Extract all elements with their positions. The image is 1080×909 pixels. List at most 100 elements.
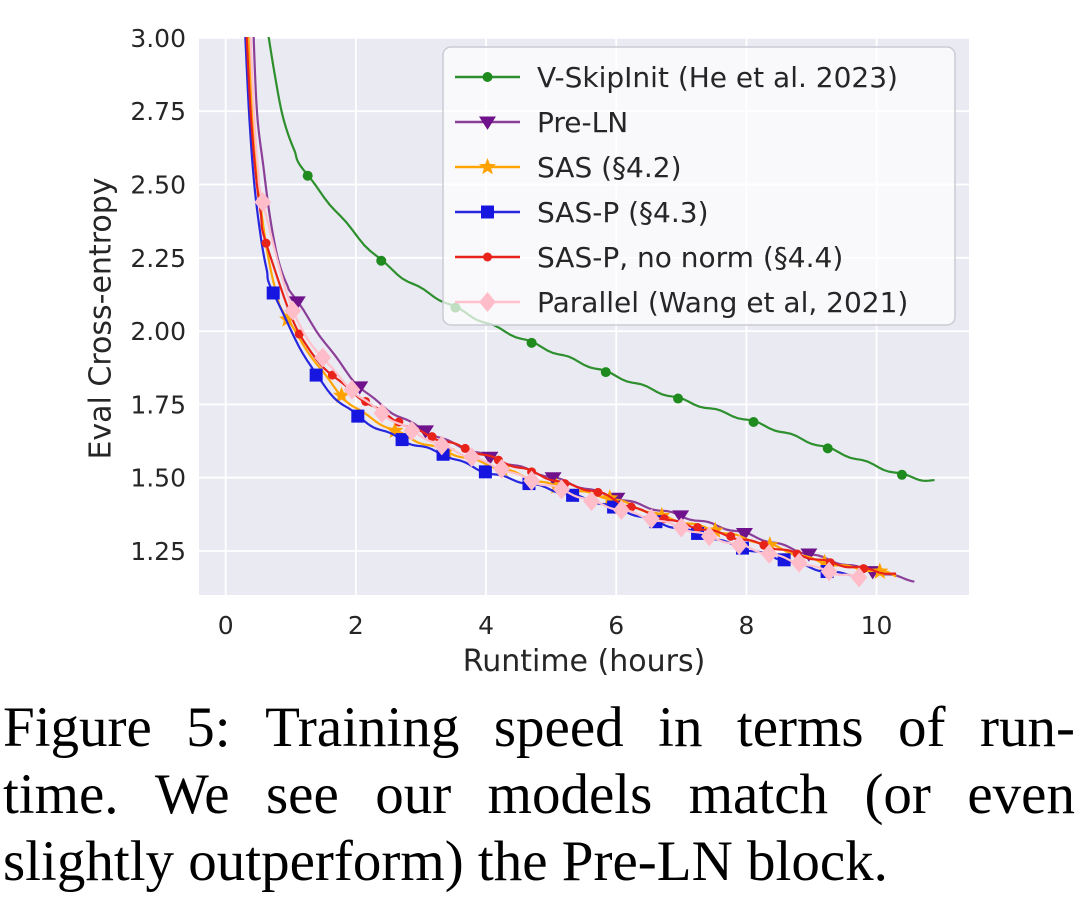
star-marker-icon: [332, 386, 351, 403]
caption-word: run-: [979, 696, 1075, 759]
triangle-down-marker-icon: [800, 548, 818, 562]
star-marker-icon: [653, 506, 671, 524]
caption-word: speed: [493, 696, 624, 759]
triangle-down-marker-icon: [288, 296, 306, 310]
circle-marker-icon: [482, 72, 493, 82]
circle-marker-icon: [726, 531, 736, 541]
diamond-marker-icon: [730, 535, 748, 556]
caption-word: even: [967, 763, 1075, 826]
diamond-marker-icon: [314, 347, 332, 368]
legend-label: SAS (§4.2): [537, 151, 682, 184]
circle-marker-icon: [302, 170, 313, 181]
x-tick-label: 10: [861, 611, 893, 640]
circle-marker-icon: [483, 252, 492, 262]
x-axis-label: Runtime (hours): [462, 644, 706, 679]
diamond-marker-icon: [479, 292, 496, 312]
chart-area: 0 2 4 6 8 10 1.25 1.50 1.75 2.00 2.25 2.50 2.75 3.00 V…: [83, 24, 969, 679]
diamond-marker-icon: [284, 300, 302, 321]
legend-label: Pre-LN: [537, 106, 628, 139]
legend-label: Parallel (Wang et al, 2021): [537, 286, 908, 319]
star-marker-icon: [278, 310, 297, 327]
diamond-marker-icon: [643, 508, 660, 529]
diamond-marker-icon: [760, 543, 778, 564]
caption-word: (or: [864, 763, 931, 826]
star-marker-icon: [871, 562, 889, 579]
diamond-marker-icon: [553, 479, 570, 500]
caption-word: models: [487, 763, 653, 826]
y-tick-label: 1.75: [130, 390, 186, 419]
triangle-down-marker-icon: [544, 472, 562, 486]
legend-label: SAS-P, no norm (§4.4): [537, 241, 843, 274]
series-markers-5: [254, 192, 868, 588]
y-tick-label: 2.50: [130, 170, 186, 199]
legend-item-0: V-SkipInit (He et al. 2023): [455, 61, 898, 94]
caption-word: match: [688, 763, 828, 826]
diamond-marker-icon: [373, 403, 391, 424]
circle-marker-icon: [693, 523, 703, 533]
caption-word: time.: [3, 763, 119, 826]
x-tick-label: 4: [478, 611, 494, 640]
diamond-marker-icon: [254, 192, 272, 213]
circle-marker-icon: [673, 393, 684, 404]
diamond-marker-icon: [583, 491, 600, 512]
triangle-down-marker-icon: [417, 425, 435, 439]
legend-item-2: SAS (§4.2): [455, 151, 682, 184]
caption-line-3: slightly outperform) the Pre-LN block.: [3, 830, 888, 893]
x-tick-label: 6: [608, 611, 624, 640]
diamond-marker-icon: [463, 447, 481, 468]
caption-word: Figure: [3, 696, 152, 759]
caption-word: We: [155, 763, 230, 826]
diamond-marker-icon: [343, 379, 361, 400]
tick-labels: 0 2 4 6 8 10 1.25 1.50 1.75 2.00 2.25 2.50 2.75 3.00: [130, 24, 892, 640]
x-tick-label: 2: [348, 611, 364, 640]
circle-marker-icon: [748, 416, 759, 427]
circle-marker-icon: [460, 443, 470, 453]
circle-marker-icon: [526, 337, 537, 348]
square-marker-icon: [478, 465, 492, 479]
legend-label: SAS-P (§4.3): [537, 196, 709, 229]
legend-box: [442, 46, 956, 326]
square-marker-icon: [309, 368, 323, 382]
square-marker-icon: [266, 286, 280, 300]
diamond-marker-icon: [672, 517, 690, 538]
figure-caption: Figure 5: Training speed in terms of run-time. W…: [3, 694, 1075, 895]
caption-word: 5:: [186, 696, 231, 759]
chart-plot-svg: 0 2 4 6 8 10 1.25 1.50 1.75 2.00 2.25 2.50 2.75 3.00 V…: [130, 24, 969, 640]
caption-word: in: [658, 696, 703, 759]
circle-marker-icon: [822, 443, 833, 454]
caption-word: see: [265, 763, 339, 826]
triangle-down-marker-icon: [735, 527, 753, 542]
legend-item-4: SAS-P, no norm (§4.4): [455, 241, 843, 274]
square-marker-icon: [395, 433, 409, 447]
triangle-down-marker-icon: [479, 116, 496, 130]
circle-marker-icon: [593, 487, 603, 497]
diamond-marker-icon: [613, 499, 630, 520]
star-marker-icon: [761, 536, 779, 553]
legend-item-3: SAS-P (§4.3): [455, 196, 709, 229]
star-marker-icon: [815, 553, 834, 571]
square-marker-icon: [481, 205, 494, 219]
circle-marker-icon: [294, 329, 304, 339]
circle-marker-icon: [327, 370, 337, 380]
star-marker-icon: [478, 158, 497, 175]
diamond-marker-icon: [790, 552, 808, 573]
y-tick-label: 2.75: [130, 97, 186, 126]
diamond-marker-icon: [700, 526, 718, 547]
legend-label: V-SkipInit (He et al. 2023): [537, 61, 898, 94]
x-tick-label: 0: [218, 611, 234, 640]
legend: V-SkipInit (He et al. 2023) Pre-LN SAS (§4…: [442, 46, 956, 326]
diamond-marker-icon: [820, 561, 838, 582]
circle-marker-icon: [376, 255, 387, 266]
diamond-marker-icon: [403, 420, 421, 441]
caption-word: our: [375, 763, 452, 826]
caption-line-2: time. We see our models match (or even: [3, 761, 1075, 828]
caption-word: of: [898, 696, 946, 759]
circle-marker-icon: [759, 540, 769, 550]
y-axis-label: Eval Cross-entropy: [83, 177, 119, 460]
x-tick-label: 8: [738, 611, 754, 640]
y-tick-label: 1.25: [130, 537, 186, 566]
circle-marker-icon: [896, 469, 907, 480]
circle-marker-icon: [427, 432, 437, 442]
y-tick-label: 2.25: [130, 244, 186, 273]
